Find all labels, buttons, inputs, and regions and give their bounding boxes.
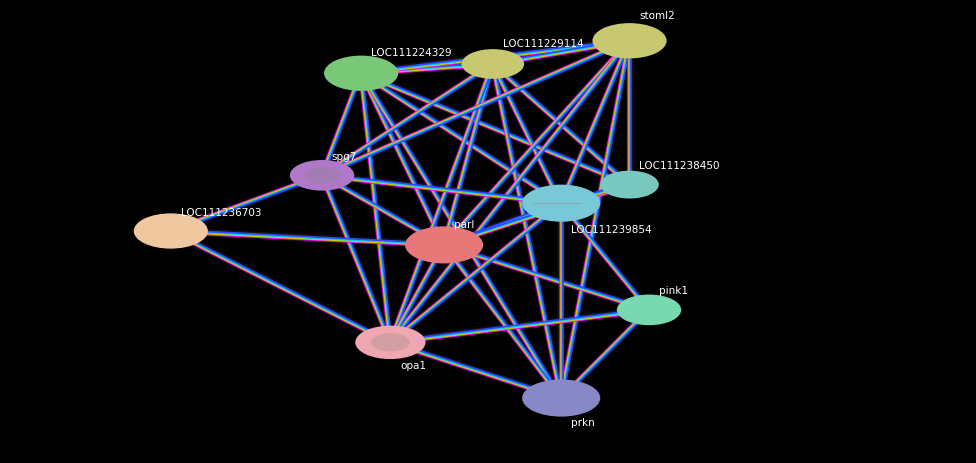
Text: LOC111236703: LOC111236703 <box>181 207 261 217</box>
Text: parl: parl <box>454 219 474 230</box>
Text: spg7: spg7 <box>332 151 357 162</box>
Text: LOC111224329: LOC111224329 <box>371 48 452 58</box>
Text: pink1: pink1 <box>659 286 688 296</box>
Circle shape <box>600 171 659 199</box>
Text: LOC111238450: LOC111238450 <box>639 161 719 171</box>
Text: stoml2: stoml2 <box>639 11 675 21</box>
Text: LOC111229114: LOC111229114 <box>503 39 584 49</box>
Circle shape <box>371 333 410 352</box>
Circle shape <box>405 227 483 264</box>
Text: opa1: opa1 <box>400 360 427 370</box>
Text: LOC111239854: LOC111239854 <box>571 224 652 234</box>
Circle shape <box>617 295 681 325</box>
Circle shape <box>305 168 340 184</box>
Circle shape <box>355 326 426 359</box>
Circle shape <box>290 161 354 191</box>
Circle shape <box>462 50 524 80</box>
Circle shape <box>592 24 667 59</box>
Circle shape <box>134 214 208 249</box>
Text: prkn: prkn <box>571 417 594 427</box>
Circle shape <box>522 380 600 417</box>
Circle shape <box>324 56 398 92</box>
Circle shape <box>522 185 600 222</box>
